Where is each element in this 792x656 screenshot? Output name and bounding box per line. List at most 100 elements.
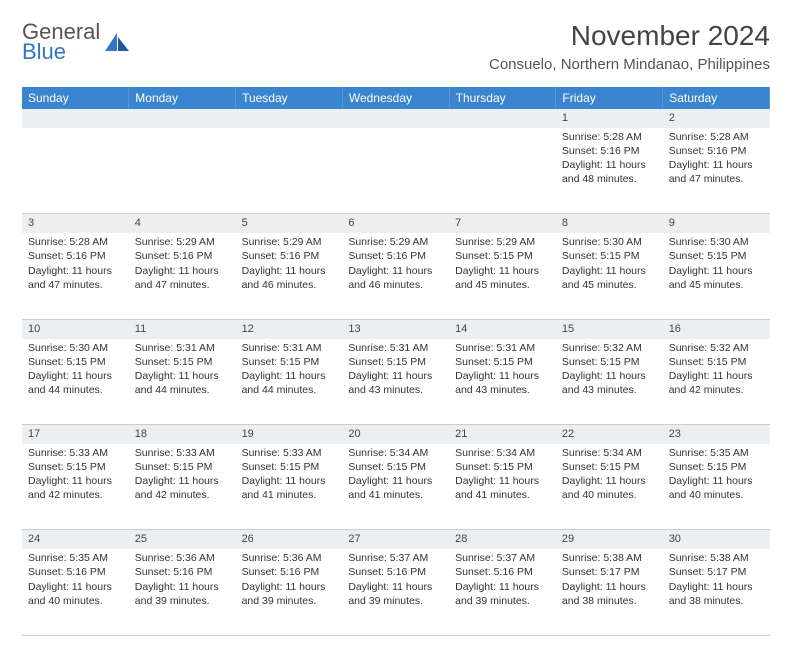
day-body-cell: Sunrise: 5:33 AMSunset: 5:15 PMDaylight:…: [236, 444, 343, 530]
day-body-cell: [342, 128, 449, 214]
daylight-text: Daylight: 11 hours and 47 minutes.: [135, 264, 230, 292]
sunrise-text: Sunrise: 5:36 AM: [242, 551, 337, 565]
day-header: Tuesday: [236, 87, 343, 109]
day-body-cell: Sunrise: 5:28 AMSunset: 5:16 PMDaylight:…: [22, 233, 129, 319]
day-body-cell: Sunrise: 5:34 AMSunset: 5:15 PMDaylight:…: [556, 444, 663, 530]
day-body-cell: Sunrise: 5:30 AMSunset: 5:15 PMDaylight:…: [556, 233, 663, 319]
calendar-table: SundayMondayTuesdayWednesdayThursdayFrid…: [22, 87, 770, 636]
day-details: Sunrise: 5:28 AMSunset: 5:16 PMDaylight:…: [22, 233, 129, 296]
sunrise-text: Sunrise: 5:28 AM: [669, 130, 764, 144]
daylight-text: Daylight: 11 hours and 45 minutes.: [455, 264, 550, 292]
day-number-cell: 3: [22, 214, 129, 233]
sunrise-text: Sunrise: 5:31 AM: [242, 341, 337, 355]
day-body-cell: Sunrise: 5:35 AMSunset: 5:15 PMDaylight:…: [663, 444, 770, 530]
day-number-cell: 1: [556, 109, 663, 128]
day-details: Sunrise: 5:37 AMSunset: 5:16 PMDaylight:…: [342, 549, 449, 612]
daylight-text: Daylight: 11 hours and 46 minutes.: [242, 264, 337, 292]
brand-logo: General Blue: [22, 20, 130, 63]
day-number: 16: [669, 323, 681, 335]
day-number: 2: [669, 112, 675, 124]
day-number-cell: 17: [22, 425, 129, 444]
sunset-text: Sunset: 5:15 PM: [562, 249, 657, 263]
day-details: Sunrise: 5:29 AMSunset: 5:16 PMDaylight:…: [129, 233, 236, 296]
daylight-text: Daylight: 11 hours and 39 minutes.: [348, 580, 443, 608]
day-number-cell: 24: [22, 530, 129, 549]
sunrise-text: Sunrise: 5:29 AM: [348, 235, 443, 249]
day-details: Sunrise: 5:30 AMSunset: 5:15 PMDaylight:…: [663, 233, 770, 296]
sunrise-text: Sunrise: 5:29 AM: [455, 235, 550, 249]
sunrise-text: Sunrise: 5:37 AM: [455, 551, 550, 565]
day-number: 19: [242, 428, 254, 440]
day-body-cell: Sunrise: 5:29 AMSunset: 5:16 PMDaylight:…: [342, 233, 449, 319]
daylight-text: Daylight: 11 hours and 39 minutes.: [455, 580, 550, 608]
sunset-text: Sunset: 5:15 PM: [562, 460, 657, 474]
sunrise-text: Sunrise: 5:33 AM: [28, 446, 123, 460]
day-details: Sunrise: 5:30 AMSunset: 5:15 PMDaylight:…: [556, 233, 663, 296]
sunrise-text: Sunrise: 5:34 AM: [562, 446, 657, 460]
day-number: 27: [348, 533, 360, 545]
sunset-text: Sunset: 5:16 PM: [669, 144, 764, 158]
daylight-text: Daylight: 11 hours and 47 minutes.: [28, 264, 123, 292]
day-details: Sunrise: 5:29 AMSunset: 5:15 PMDaylight:…: [449, 233, 556, 296]
day-details: Sunrise: 5:37 AMSunset: 5:16 PMDaylight:…: [449, 549, 556, 612]
day-details: Sunrise: 5:28 AMSunset: 5:16 PMDaylight:…: [663, 128, 770, 191]
daylight-text: Daylight: 11 hours and 44 minutes.: [28, 369, 123, 397]
day-number: 21: [455, 428, 467, 440]
sunset-text: Sunset: 5:17 PM: [562, 565, 657, 579]
day-number-cell: [22, 109, 129, 128]
day-number-cell: 11: [129, 319, 236, 338]
daylight-text: Daylight: 11 hours and 43 minutes.: [455, 369, 550, 397]
week-number-row: 3456789: [22, 214, 770, 233]
day-body-cell: Sunrise: 5:33 AMSunset: 5:15 PMDaylight:…: [129, 444, 236, 530]
day-body-cell: Sunrise: 5:32 AMSunset: 5:15 PMDaylight:…: [556, 339, 663, 425]
day-number-cell: 27: [342, 530, 449, 549]
day-number-cell: [236, 109, 343, 128]
day-details: Sunrise: 5:33 AMSunset: 5:15 PMDaylight:…: [129, 444, 236, 507]
week-body-row: Sunrise: 5:33 AMSunset: 5:15 PMDaylight:…: [22, 444, 770, 530]
sunset-text: Sunset: 5:16 PM: [242, 565, 337, 579]
day-body-cell: Sunrise: 5:35 AMSunset: 5:16 PMDaylight:…: [22, 549, 129, 635]
day-body-cell: Sunrise: 5:31 AMSunset: 5:15 PMDaylight:…: [236, 339, 343, 425]
sunrise-text: Sunrise: 5:30 AM: [28, 341, 123, 355]
sunrise-text: Sunrise: 5:32 AM: [669, 341, 764, 355]
day-number: 4: [135, 217, 141, 229]
sunrise-text: Sunrise: 5:31 AM: [135, 341, 230, 355]
day-number-cell: 15: [556, 319, 663, 338]
day-body-cell: Sunrise: 5:28 AMSunset: 5:16 PMDaylight:…: [663, 128, 770, 214]
day-details: Sunrise: 5:35 AMSunset: 5:16 PMDaylight:…: [22, 549, 129, 612]
sunset-text: Sunset: 5:16 PM: [28, 249, 123, 263]
sunset-text: Sunset: 5:15 PM: [669, 355, 764, 369]
day-body-cell: Sunrise: 5:38 AMSunset: 5:17 PMDaylight:…: [663, 549, 770, 635]
day-body-cell: Sunrise: 5:31 AMSunset: 5:15 PMDaylight:…: [342, 339, 449, 425]
week-body-row: Sunrise: 5:28 AMSunset: 5:16 PMDaylight:…: [22, 128, 770, 214]
sunset-text: Sunset: 5:17 PM: [669, 565, 764, 579]
day-number-cell: 10: [22, 319, 129, 338]
sunset-text: Sunset: 5:15 PM: [28, 355, 123, 369]
daylight-text: Daylight: 11 hours and 40 minutes.: [562, 474, 657, 502]
sunset-text: Sunset: 5:15 PM: [562, 355, 657, 369]
day-number-cell: 5: [236, 214, 343, 233]
sunrise-text: Sunrise: 5:28 AM: [562, 130, 657, 144]
day-details: Sunrise: 5:29 AMSunset: 5:16 PMDaylight:…: [342, 233, 449, 296]
daylight-text: Daylight: 11 hours and 41 minutes.: [348, 474, 443, 502]
day-number: 20: [348, 428, 360, 440]
daylight-text: Daylight: 11 hours and 40 minutes.: [669, 474, 764, 502]
day-number-cell: 13: [342, 319, 449, 338]
day-number-cell: 7: [449, 214, 556, 233]
sunrise-text: Sunrise: 5:37 AM: [348, 551, 443, 565]
day-body-cell: Sunrise: 5:30 AMSunset: 5:15 PMDaylight:…: [22, 339, 129, 425]
day-number: 6: [348, 217, 354, 229]
day-number-cell: [449, 109, 556, 128]
day-number-cell: 4: [129, 214, 236, 233]
day-details: Sunrise: 5:38 AMSunset: 5:17 PMDaylight:…: [663, 549, 770, 612]
day-number-cell: 6: [342, 214, 449, 233]
calendar-head: SundayMondayTuesdayWednesdayThursdayFrid…: [22, 87, 770, 109]
sunset-text: Sunset: 5:15 PM: [28, 460, 123, 474]
day-details: Sunrise: 5:31 AMSunset: 5:15 PMDaylight:…: [236, 339, 343, 402]
sunset-text: Sunset: 5:16 PM: [455, 565, 550, 579]
day-number: 11: [135, 323, 146, 335]
daylight-text: Daylight: 11 hours and 42 minutes.: [669, 369, 764, 397]
day-details: Sunrise: 5:28 AMSunset: 5:16 PMDaylight:…: [556, 128, 663, 191]
day-details: Sunrise: 5:31 AMSunset: 5:15 PMDaylight:…: [342, 339, 449, 402]
sunrise-text: Sunrise: 5:32 AM: [562, 341, 657, 355]
